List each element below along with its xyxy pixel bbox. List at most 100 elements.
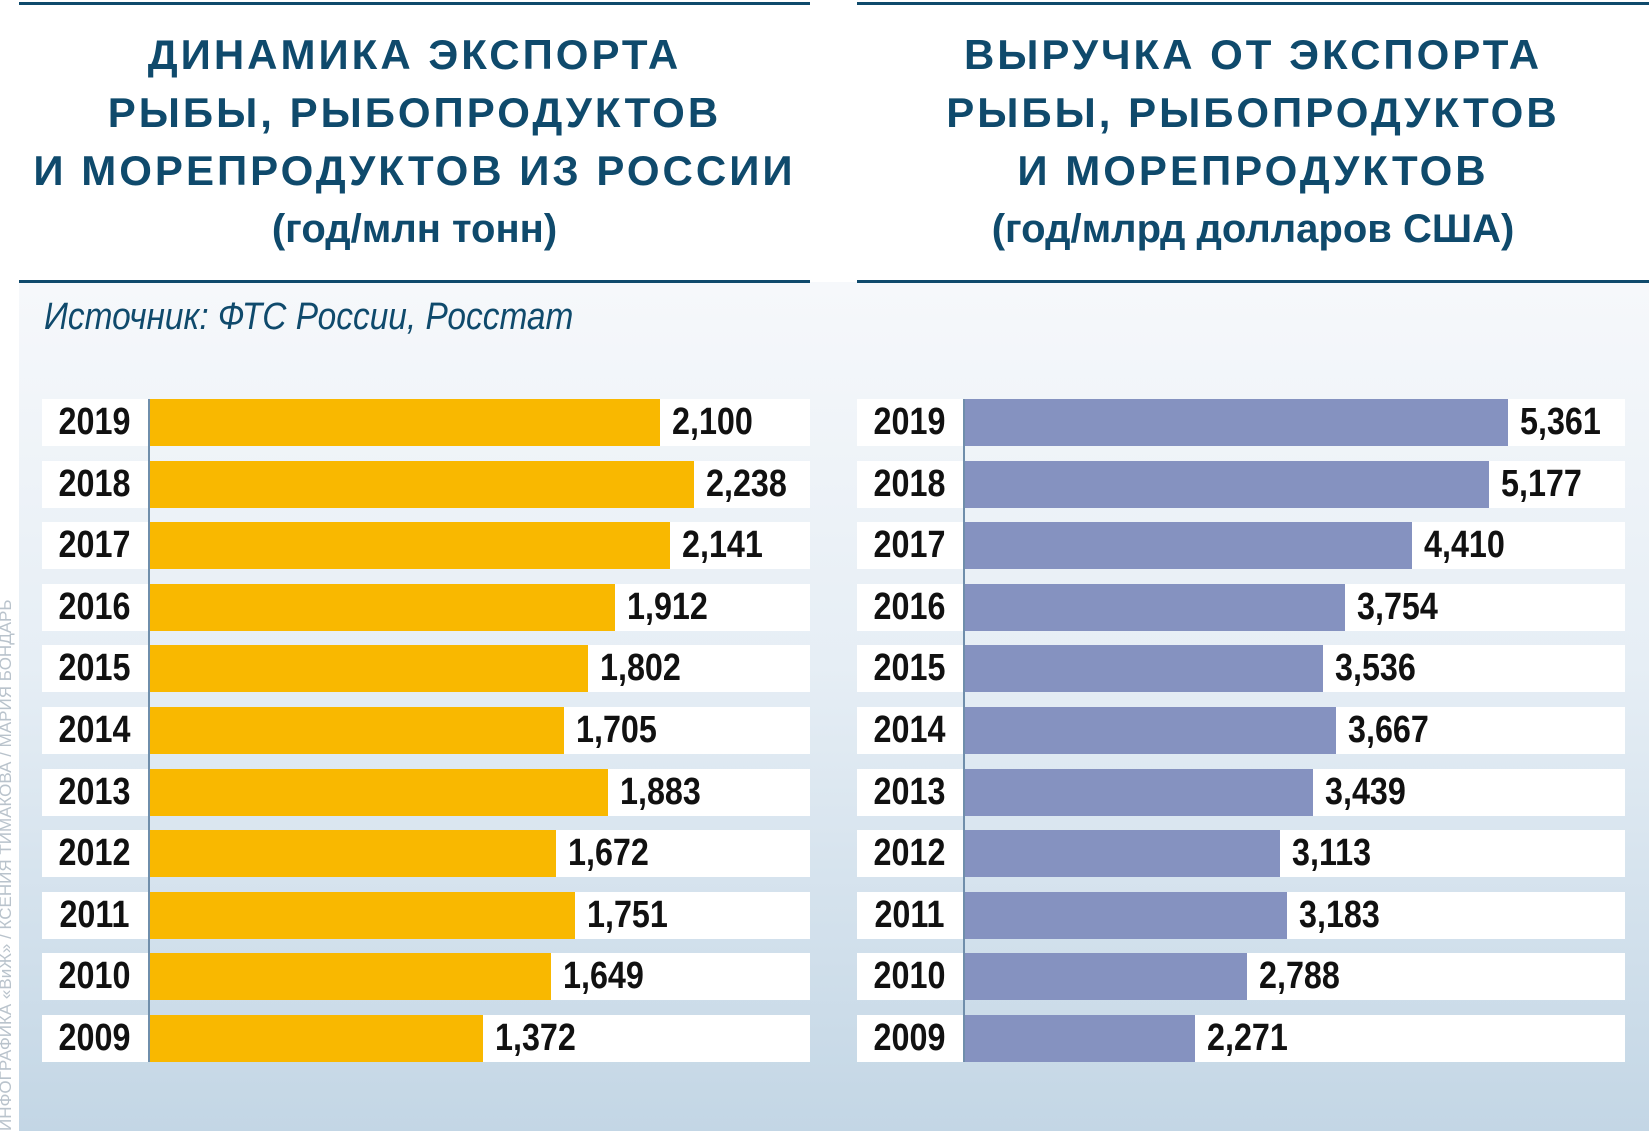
- value-label: 2,271: [1207, 1017, 1288, 1059]
- bar: [965, 1015, 1196, 1062]
- bar: [965, 583, 1346, 631]
- year-label: 2009: [873, 1017, 946, 1059]
- year-label: 2019: [873, 401, 946, 443]
- title-line: ДИНАМИКА ЭКСПОРТА: [147, 31, 682, 78]
- year-label: 2013: [873, 770, 946, 813]
- bar-row: 2013 1,883: [42, 768, 810, 816]
- bar: [965, 707, 1337, 754]
- value-label: 1,705: [576, 709, 658, 751]
- bar-row: 2018 5,177: [857, 460, 1625, 508]
- value-label: 1,649: [562, 955, 644, 998]
- chart-subtitle: (год/млн тонн): [271, 207, 558, 251]
- chart-subtitle: (год/млрд долларов США): [991, 207, 1515, 251]
- bar-row: 2010 2,788: [857, 953, 1625, 1001]
- year-label: 2015: [58, 647, 131, 690]
- bar: [965, 460, 1490, 508]
- bar-row: 2012 3,113: [857, 830, 1625, 878]
- title-line: И МОРЕПРОДУКТОВ ИЗ РОССИИ: [33, 147, 796, 194]
- year-label: 2012: [58, 832, 131, 875]
- left-bottom-rule: [19, 280, 810, 283]
- year-label: 2018: [58, 462, 131, 505]
- bar: [150, 460, 694, 508]
- value-label: 5,177: [1501, 462, 1583, 505]
- value-label: 3,667: [1348, 709, 1430, 751]
- bar-row: 2011 3,183: [857, 891, 1625, 939]
- bar: [965, 891, 1288, 939]
- year-label: 2009: [58, 1017, 131, 1059]
- year-label: 2017: [873, 524, 946, 567]
- bar-row: 2017 4,410: [857, 522, 1625, 570]
- left-top-rule: [19, 2, 810, 5]
- right-top-rule: [857, 2, 1649, 5]
- year-label: 2016: [58, 585, 131, 628]
- bar: [150, 1015, 484, 1062]
- year-label: 2014: [58, 709, 131, 751]
- year-label: 2011: [874, 893, 945, 936]
- year-label: 2016: [873, 585, 946, 628]
- value-label: 3,113: [1292, 832, 1372, 875]
- value-label: 4,410: [1423, 524, 1505, 567]
- bar: [965, 399, 1509, 446]
- year-label: 2010: [873, 955, 946, 998]
- bar-row: 2014 1,705: [42, 707, 810, 754]
- value-label: 1,912: [626, 585, 708, 628]
- bar-row: 2010 1,649: [42, 953, 810, 1001]
- bar: [150, 522, 671, 570]
- value-label: 1,802: [599, 647, 681, 690]
- bar: [965, 953, 1248, 1001]
- value-label: 3,536: [1335, 647, 1417, 690]
- value-label: 1,672: [568, 832, 650, 875]
- value-label: 2,141: [682, 524, 764, 567]
- right-bottom-rule: [857, 280, 1649, 283]
- credit-text: ИНФОГРАФИКА «ВиЖ» / КСЕНИЯ ТИМАКОВА / МА…: [0, 599, 15, 1131]
- bar: [965, 645, 1324, 693]
- value-label: 2,238: [705, 462, 787, 505]
- bar: [965, 830, 1281, 878]
- title-line: ВЫРУЧКА ОТ ЭКСПОРТА: [963, 31, 1543, 78]
- category-axis-line: [148, 399, 150, 1062]
- year-label: 2018: [873, 462, 946, 505]
- year-label: 2012: [873, 832, 946, 875]
- year-label: 2015: [873, 647, 946, 690]
- bar-row: 2011 1,751: [42, 891, 810, 939]
- year-label: 2014: [873, 709, 946, 751]
- value-label: 5,361: [1520, 401, 1601, 443]
- bar: [150, 768, 608, 816]
- bar: [150, 707, 565, 754]
- bar-row: 2014 3,667: [857, 707, 1625, 754]
- right-chart-title: ВЫРУЧКА ОТ ЭКСПОРТА РЫБЫ, РЫБОПРОДУКТОВ …: [857, 26, 1649, 258]
- bar-row: 2015 3,536: [857, 645, 1625, 693]
- value-label: 3,439: [1325, 770, 1407, 813]
- bar-row: 2018 2,238: [42, 460, 810, 508]
- year-label: 2013: [58, 770, 131, 813]
- bar: [150, 399, 661, 446]
- bar: [150, 583, 615, 631]
- year-label: 2017: [58, 524, 131, 567]
- bar-row: 2009 1,372: [42, 1015, 810, 1062]
- year-label: 2010: [58, 955, 131, 998]
- year-label: 2019: [58, 401, 131, 443]
- bar-row: 2016 3,754: [857, 583, 1625, 631]
- bar-row: 2016 1,912: [42, 583, 810, 631]
- value-label: 2,788: [1259, 955, 1341, 998]
- title-line: И МОРЕПРОДУКТОВ: [1017, 147, 1489, 194]
- bar: [965, 522, 1412, 570]
- bar-row: 2012 1,672: [42, 830, 810, 878]
- bar-row: 2017 2,141: [42, 522, 810, 570]
- bar-row: 2015 1,802: [42, 645, 810, 693]
- bar: [150, 953, 551, 1001]
- value-label: 3,183: [1299, 893, 1381, 936]
- bar: [150, 891, 576, 939]
- category-axis-line: [963, 399, 965, 1062]
- title-line: РЫБЫ, РЫБОПРОДУКТОВ: [107, 89, 722, 136]
- bar-row: 2009 2,271: [857, 1015, 1625, 1062]
- value-label: 1,883: [619, 770, 701, 813]
- year-label: 2011: [59, 893, 130, 936]
- value-label: 2,100: [672, 401, 754, 443]
- left-chart-title: ДИНАМИКА ЭКСПОРТА РЫБЫ, РЫБОПРОДУКТОВ И …: [19, 26, 810, 258]
- value-label: 3,754: [1357, 585, 1439, 628]
- bar: [150, 645, 588, 693]
- title-line: РЫБЫ, РЫБОПРОДУКТОВ: [946, 89, 1560, 136]
- bar-row: 2019 2,100: [42, 399, 810, 446]
- bar-row: 2013 3,439: [857, 768, 1625, 816]
